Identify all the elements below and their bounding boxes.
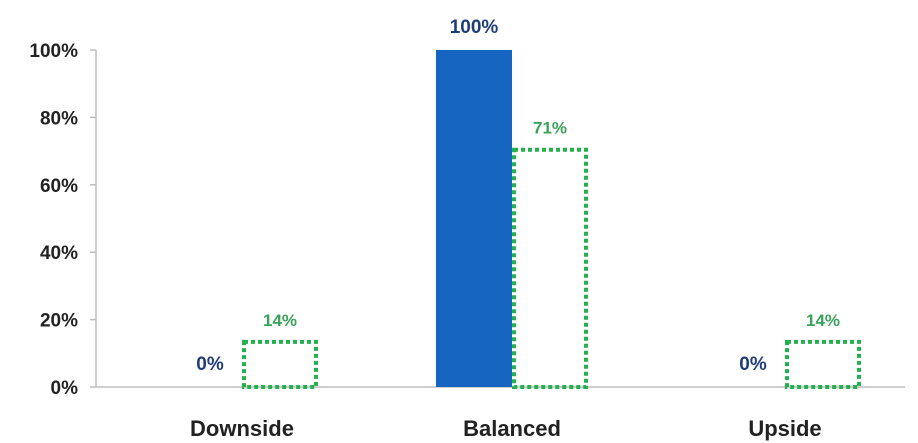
- x-category-label: Upside: [748, 416, 821, 441]
- bar-series-b: [512, 147, 588, 389]
- y-tick-label: 80%: [40, 108, 78, 129]
- y-tick-label: 40%: [40, 243, 78, 264]
- data-label-series-a: 0%: [196, 354, 224, 375]
- data-label-series-a: 100%: [450, 17, 499, 38]
- bar-series-a: [436, 50, 512, 387]
- data-label-series-b: 71%: [533, 119, 567, 138]
- y-tick-label: 100%: [29, 41, 78, 62]
- y-tick-label: 0%: [51, 378, 79, 399]
- bar-series-b: [242, 339, 318, 390]
- x-category-label: Downside: [190, 416, 294, 441]
- y-tick-label: 20%: [40, 311, 78, 332]
- data-label-series-b: 14%: [263, 311, 297, 330]
- x-category-label: Balanced: [463, 416, 561, 441]
- data-label-series-a: 0%: [739, 354, 767, 375]
- y-tick-label: 60%: [40, 176, 78, 197]
- bar-series-b: [785, 339, 861, 390]
- data-label-series-b: 14%: [806, 311, 840, 330]
